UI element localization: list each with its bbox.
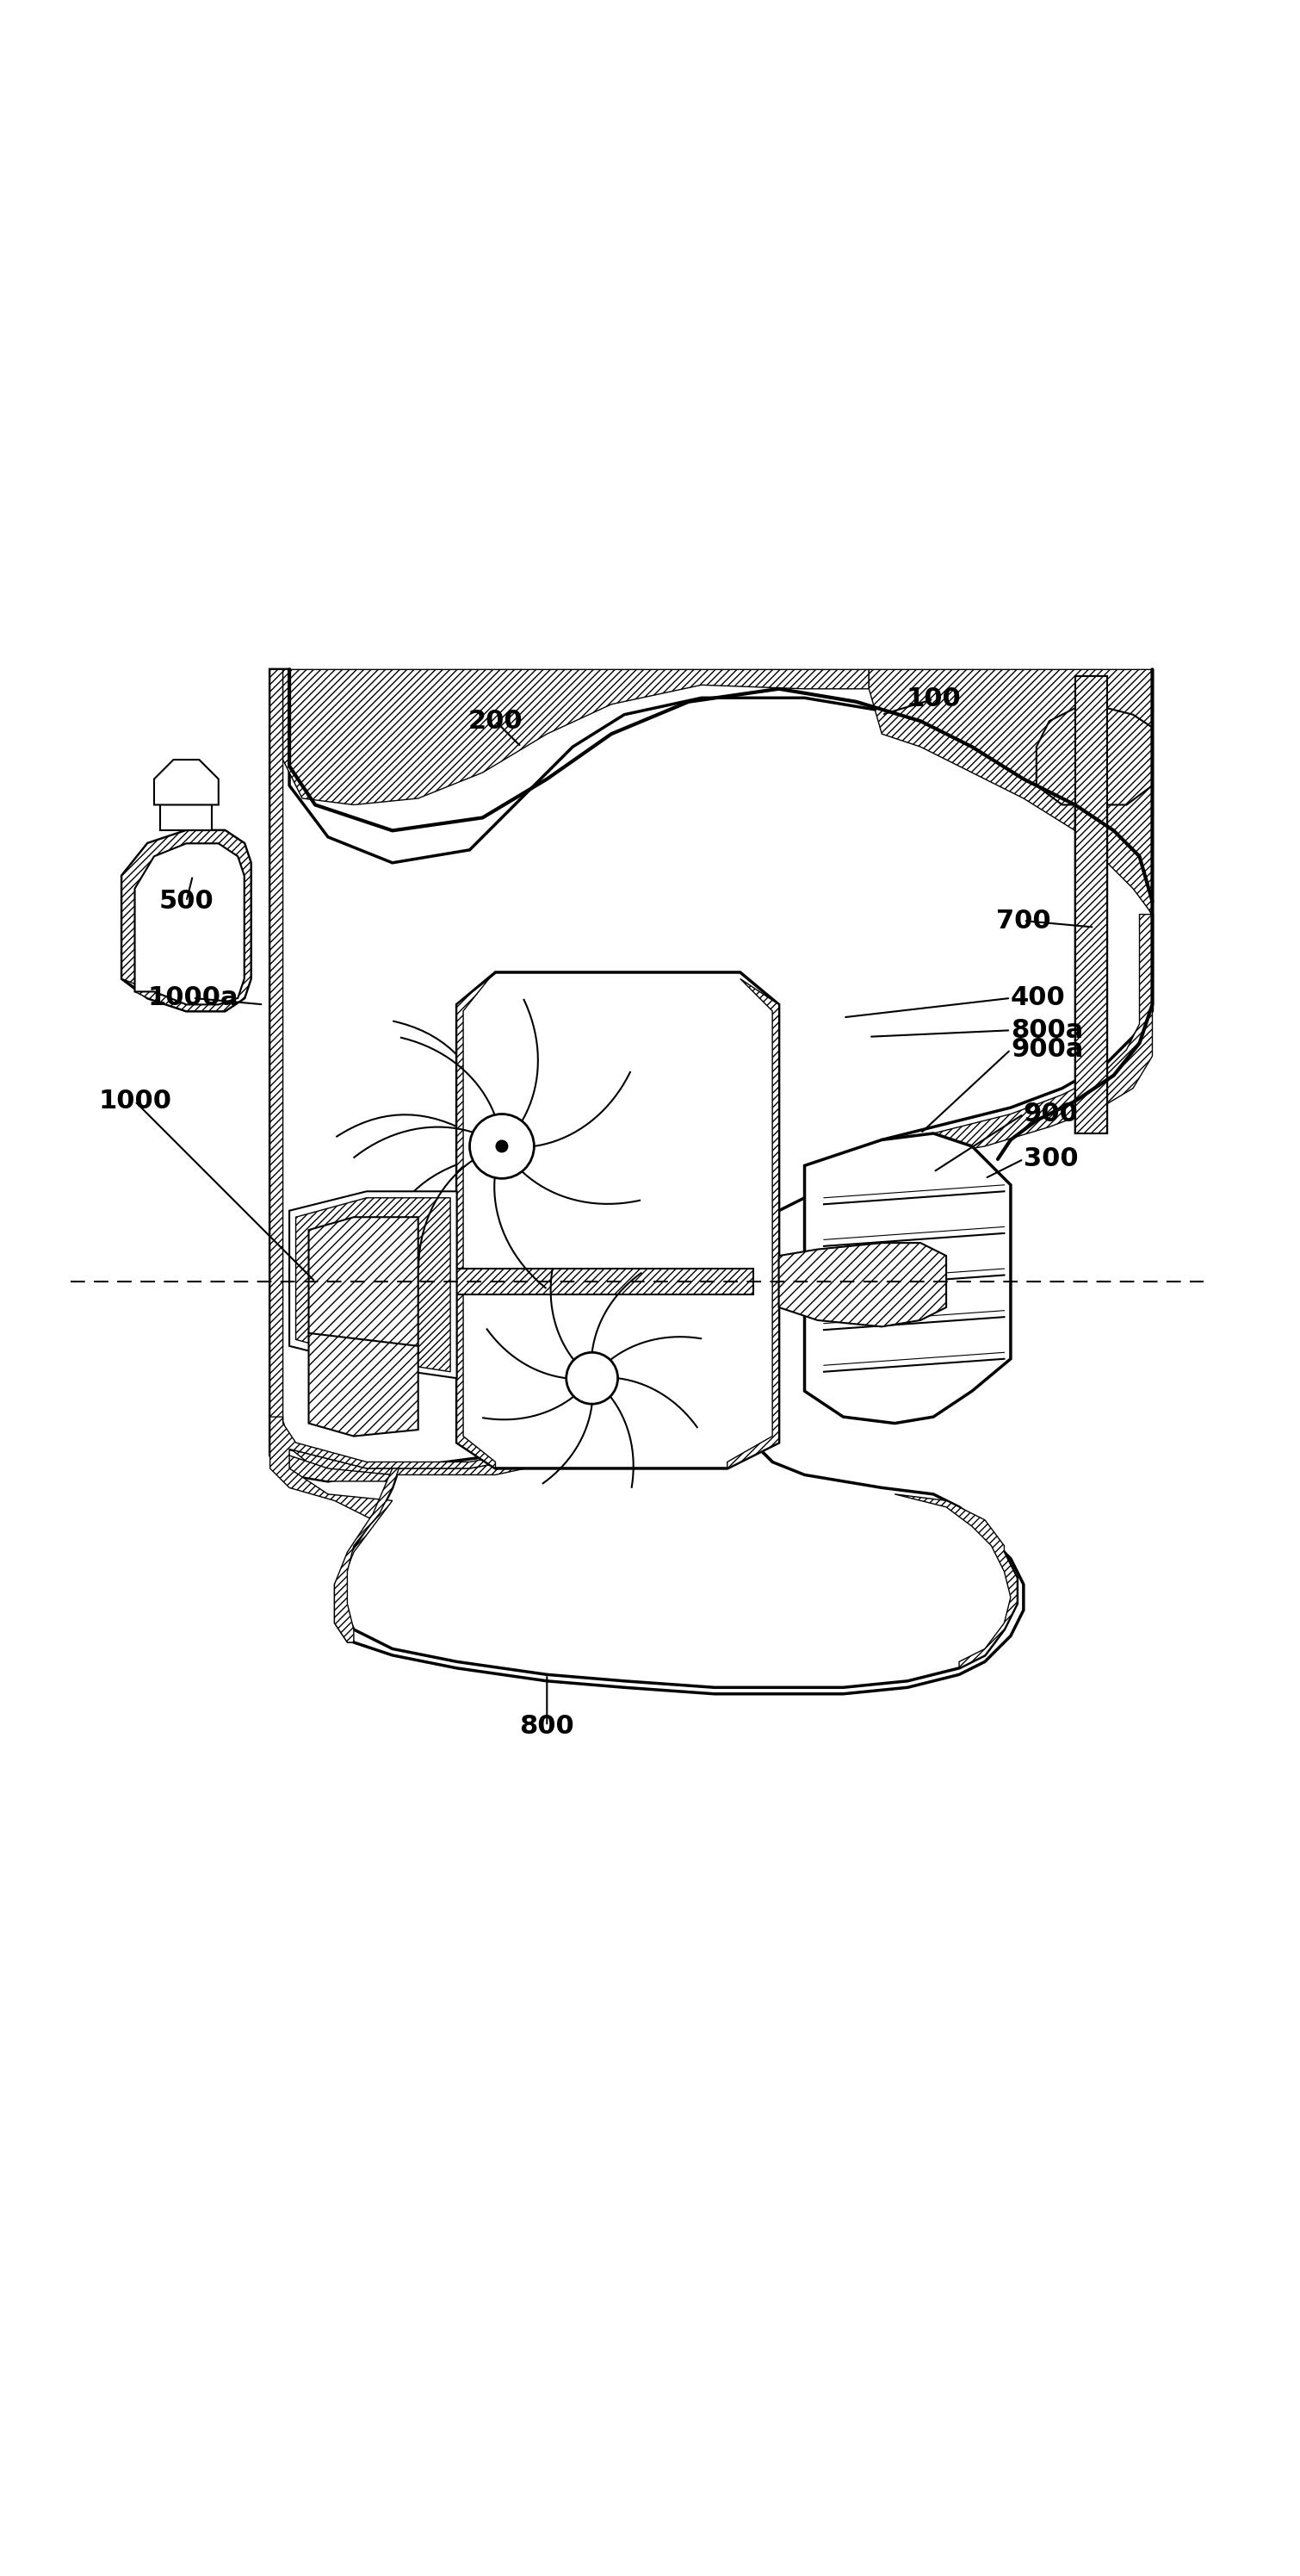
Text: 800a: 800a <box>1010 1018 1083 1043</box>
Polygon shape <box>894 1494 1017 1669</box>
Circle shape <box>469 1113 534 1177</box>
Polygon shape <box>727 979 779 1468</box>
Polygon shape <box>160 804 212 829</box>
Text: 1000a: 1000a <box>147 987 238 1010</box>
Polygon shape <box>283 670 868 804</box>
Polygon shape <box>881 914 1152 1164</box>
Polygon shape <box>805 1133 1010 1425</box>
Polygon shape <box>779 1242 946 1327</box>
Polygon shape <box>341 1340 1017 1687</box>
Text: 100: 100 <box>906 688 961 711</box>
Polygon shape <box>270 1417 676 1643</box>
Polygon shape <box>270 1340 1023 1695</box>
Polygon shape <box>308 1334 419 1437</box>
Polygon shape <box>290 1267 753 1296</box>
Text: 800: 800 <box>520 1713 575 1739</box>
Polygon shape <box>122 829 251 1010</box>
Text: 1000: 1000 <box>99 1090 172 1113</box>
Polygon shape <box>270 670 676 1476</box>
Polygon shape <box>334 1468 399 1643</box>
Polygon shape <box>270 1417 393 1481</box>
Polygon shape <box>270 670 1152 1481</box>
Polygon shape <box>296 1198 450 1373</box>
Polygon shape <box>456 971 779 1468</box>
Text: 200: 200 <box>468 708 523 734</box>
Text: 700: 700 <box>996 909 1050 933</box>
Polygon shape <box>308 1216 419 1352</box>
Text: 900a: 900a <box>1010 1038 1083 1061</box>
Text: 900: 900 <box>1023 1103 1079 1126</box>
Polygon shape <box>456 979 495 1468</box>
Text: 400: 400 <box>1010 987 1066 1010</box>
Polygon shape <box>1036 708 1152 1133</box>
Polygon shape <box>155 760 218 804</box>
Polygon shape <box>122 829 251 1010</box>
Text: 500: 500 <box>159 889 213 914</box>
Circle shape <box>495 1139 508 1151</box>
Polygon shape <box>135 842 244 1005</box>
Text: 300: 300 <box>1023 1146 1078 1172</box>
Polygon shape <box>868 670 1152 914</box>
Polygon shape <box>1075 675 1108 1133</box>
Polygon shape <box>290 1190 456 1378</box>
Circle shape <box>567 1352 618 1404</box>
